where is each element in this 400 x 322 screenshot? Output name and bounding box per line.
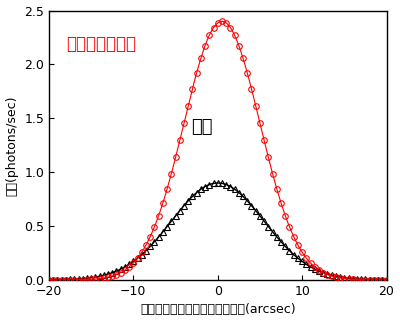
Y-axis label: 光束(photons/sec): 光束(photons/sec) (6, 95, 18, 195)
Text: 従来: 従来 (191, 118, 212, 136)
Text: 低エミッタンス: 低エミッタンス (66, 35, 136, 53)
X-axis label: チャンネルカット分光器の角度(arcsec): チャンネルカット分光器の角度(arcsec) (140, 303, 296, 317)
